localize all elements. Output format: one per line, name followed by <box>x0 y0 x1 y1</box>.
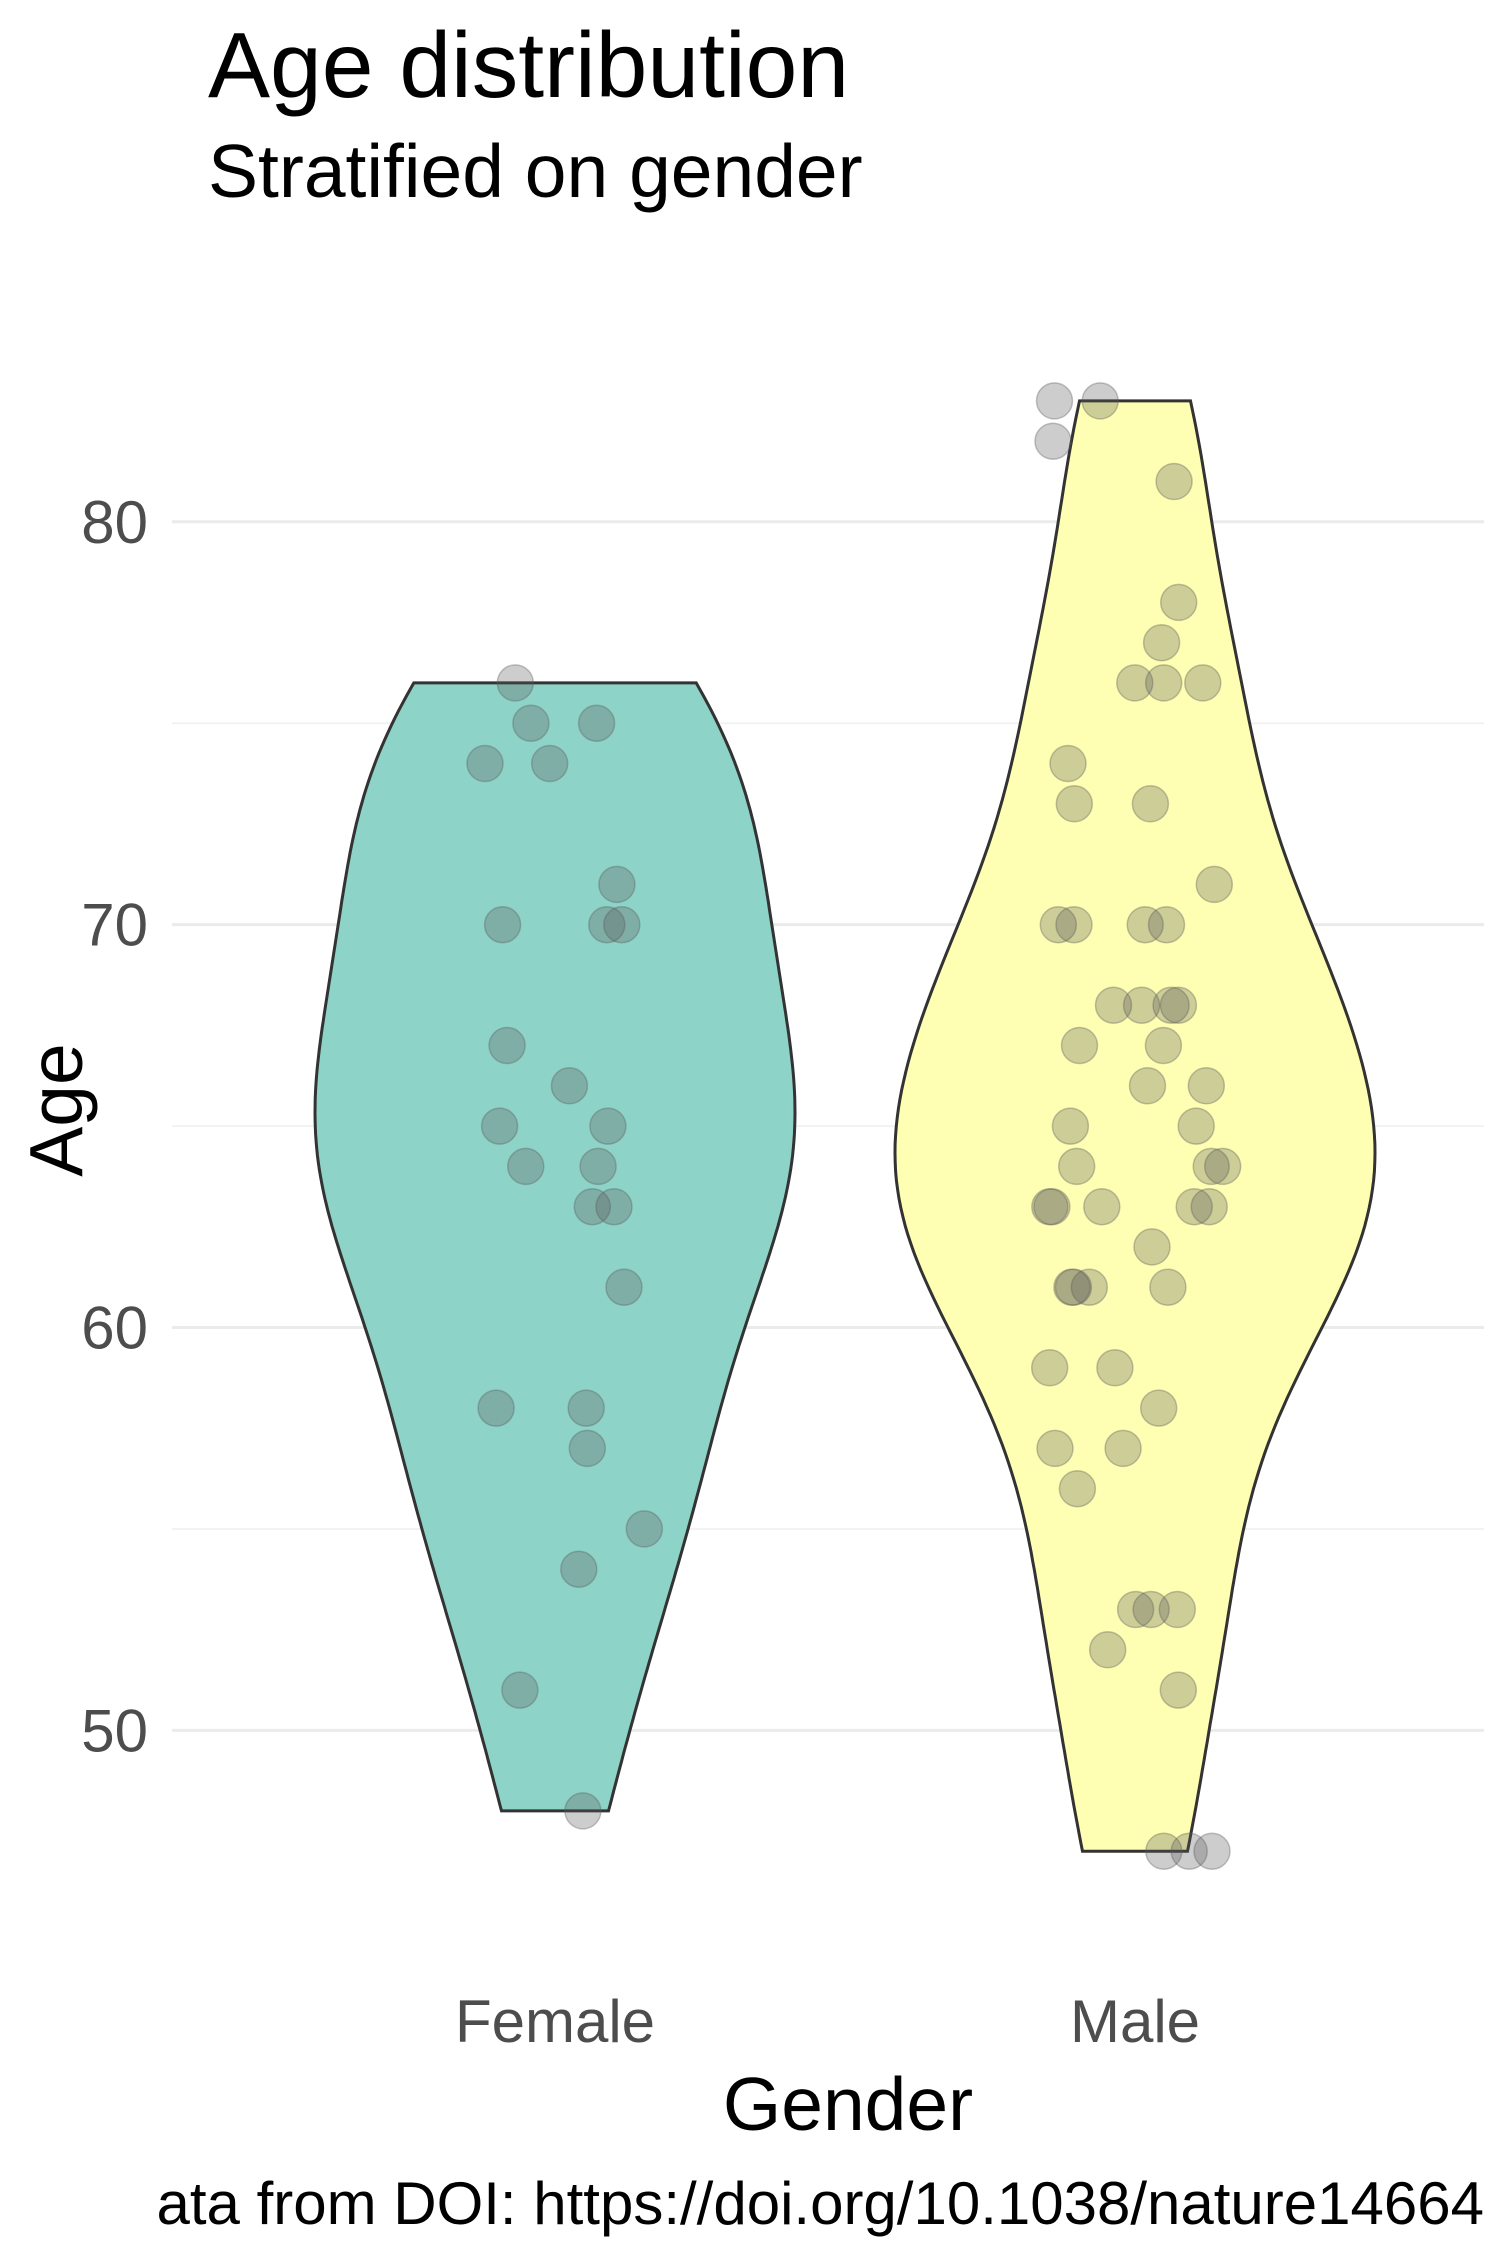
violins <box>313 399 1377 1853</box>
y-tick-label: 70 <box>81 892 148 959</box>
data-point <box>501 1671 539 1709</box>
data-point <box>483 905 522 944</box>
data-point <box>1104 1429 1142 1468</box>
y-axis-title: Age <box>14 1043 98 1176</box>
data-point <box>1147 905 1186 944</box>
data-point <box>1155 462 1193 501</box>
data-point <box>1149 1268 1187 1306</box>
data-point <box>568 1429 607 1468</box>
data-point <box>564 1792 602 1830</box>
data-point <box>1033 1187 1071 1226</box>
data-point <box>1088 1631 1127 1669</box>
data-point <box>1058 1469 1097 1508</box>
data-point <box>1142 623 1181 662</box>
data-point <box>466 744 504 783</box>
data-point <box>598 865 636 904</box>
data-point <box>480 1107 519 1145</box>
data-point <box>1144 1026 1183 1065</box>
data-point <box>577 704 616 742</box>
data-point <box>579 1147 617 1186</box>
data-point <box>496 664 535 702</box>
data-point <box>512 704 550 742</box>
data-point <box>1054 1268 1093 1306</box>
data-point <box>1055 905 1093 944</box>
data-point <box>1184 664 1222 702</box>
data-point <box>1039 905 1078 944</box>
data-point <box>1195 865 1234 904</box>
data-point <box>1203 1147 1242 1186</box>
data-point <box>1177 1107 1215 1145</box>
data-point <box>1192 1147 1230 1186</box>
data-point <box>595 1187 633 1226</box>
data-point <box>567 1389 605 1427</box>
data-point <box>1057 1147 1096 1186</box>
data-point <box>1133 1228 1171 1266</box>
data-point <box>507 1147 545 1186</box>
data-points <box>466 382 1242 1870</box>
y-axis-ticks: 50 60 70 80 <box>81 489 148 1765</box>
data-point <box>1034 422 1072 460</box>
data-point <box>1145 1832 1183 1870</box>
data-point <box>1036 1429 1074 1468</box>
data-point <box>477 1389 515 1427</box>
data-point <box>1132 1590 1170 1629</box>
data-point <box>603 905 641 944</box>
data-point <box>1170 1832 1208 1870</box>
data-point <box>1031 1187 1069 1226</box>
data-point <box>1152 986 1190 1024</box>
data-point <box>488 1026 526 1065</box>
x-tick-label: Male <box>1070 1988 1200 2055</box>
data-point <box>588 905 626 944</box>
data-point <box>1083 1187 1121 1226</box>
x-axis-ticks: Female Male <box>455 1988 1200 2055</box>
data-point <box>589 1107 627 1145</box>
data-point <box>1051 1107 1090 1145</box>
data-point <box>1131 785 1170 823</box>
data-point <box>605 1268 643 1306</box>
data-point <box>1070 1268 1109 1306</box>
data-point <box>550 1067 589 1105</box>
data-point <box>625 1510 664 1548</box>
data-point <box>1158 1590 1197 1629</box>
data-point <box>1096 1349 1134 1387</box>
x-axis-title: Gender <box>723 2062 973 2146</box>
y-tick-label: 50 <box>81 1697 148 1764</box>
data-point <box>1081 382 1119 420</box>
data-point <box>1116 664 1154 702</box>
chart-caption: ata from DOI: https://doi.org/10.1038/na… <box>157 2170 1485 2237</box>
data-point <box>1116 1590 1155 1629</box>
data-point <box>560 1550 598 1588</box>
chart-subtitle: Stratified on gender <box>208 129 863 213</box>
y-tick-label: 60 <box>81 1295 148 1362</box>
data-point <box>1187 1067 1226 1105</box>
data-point <box>1030 1349 1069 1387</box>
data-point <box>1049 744 1087 783</box>
data-point <box>1122 986 1161 1024</box>
data-point <box>1053 1268 1091 1306</box>
violin-male <box>893 399 1377 1853</box>
data-point <box>1060 1026 1099 1065</box>
data-point <box>1055 785 1094 823</box>
data-point <box>1128 1067 1167 1105</box>
data-point <box>1035 382 1074 420</box>
data-point <box>530 744 569 783</box>
data-point <box>1126 905 1164 944</box>
data-point <box>1144 664 1183 702</box>
y-tick-label: 80 <box>81 489 148 556</box>
data-point <box>573 1187 612 1226</box>
data-point <box>1193 1832 1231 1870</box>
data-point <box>1159 1671 1198 1709</box>
data-point <box>1159 986 1198 1024</box>
data-point <box>1139 1389 1178 1427</box>
violin-female <box>313 681 797 1813</box>
data-point <box>1159 583 1198 622</box>
x-tick-label: Female <box>455 1988 655 2055</box>
data-point <box>1094 986 1133 1024</box>
data-point <box>1190 1187 1228 1226</box>
data-point <box>1175 1187 1213 1226</box>
chart-title: Age distribution <box>208 13 849 117</box>
